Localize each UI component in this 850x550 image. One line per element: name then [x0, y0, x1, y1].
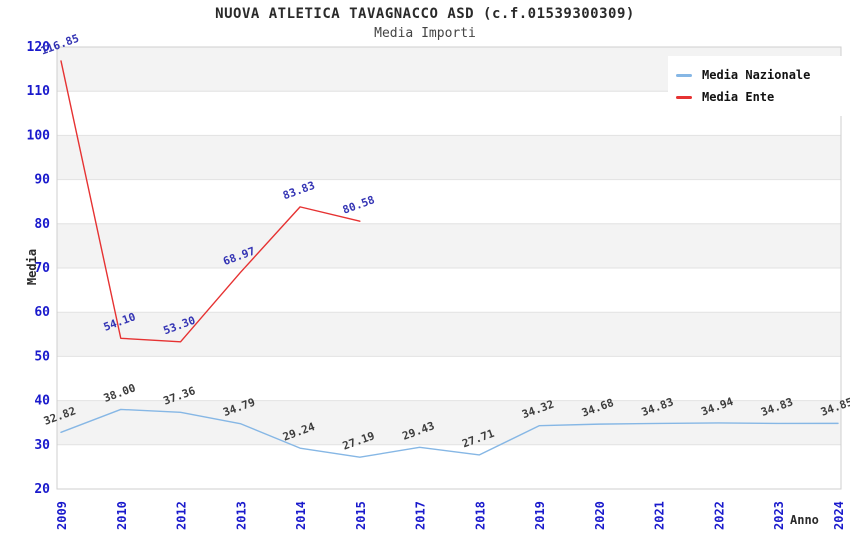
svg-text:120: 120 — [27, 40, 51, 55]
legend-swatch-ente-icon — [676, 95, 692, 99]
chart-subtitle: Media Importi — [374, 26, 476, 41]
chart-legend: Media Nazionale Media Ente — [668, 56, 850, 116]
svg-text:30: 30 — [34, 438, 50, 453]
svg-text:2009: 2009 — [55, 501, 69, 530]
svg-text:2024: 2024 — [832, 501, 846, 530]
svg-text:2012: 2012 — [175, 501, 189, 530]
svg-text:100: 100 — [27, 128, 51, 143]
svg-text:20: 20 — [34, 482, 50, 497]
svg-text:2014: 2014 — [294, 501, 308, 530]
svg-text:80.58: 80.58 — [341, 193, 377, 217]
legend-swatch-nazionale-icon — [676, 73, 692, 77]
legend-item-media-ente[interactable]: Media Ente — [676, 86, 850, 108]
svg-text:2021: 2021 — [653, 501, 667, 530]
x-axis-title: Anno — [790, 513, 819, 527]
legend-label-media-ente: Media Ente — [702, 90, 775, 104]
svg-text:40: 40 — [34, 394, 50, 409]
svg-text:50: 50 — [34, 349, 50, 364]
svg-text:110: 110 — [27, 84, 51, 99]
svg-text:2010: 2010 — [115, 501, 129, 530]
svg-text:2019: 2019 — [533, 501, 547, 530]
svg-text:2022: 2022 — [712, 501, 726, 530]
svg-text:2018: 2018 — [473, 501, 487, 530]
svg-text:80: 80 — [34, 217, 50, 232]
legend-item-media-nazionale[interactable]: Media Nazionale — [676, 64, 850, 86]
svg-text:2013: 2013 — [234, 501, 248, 530]
svg-text:2017: 2017 — [414, 501, 428, 530]
svg-text:2020: 2020 — [593, 501, 607, 530]
svg-text:2023: 2023 — [772, 501, 786, 530]
svg-text:90: 90 — [34, 173, 50, 188]
svg-text:70: 70 — [34, 261, 50, 276]
chart-title: NUOVA ATLETICA TAVAGNACCO ASD (c.f.01539… — [215, 6, 635, 22]
svg-text:83.83: 83.83 — [281, 179, 317, 203]
svg-text:60: 60 — [34, 305, 50, 320]
legend-label-media-nazionale: Media Nazionale — [702, 68, 811, 82]
svg-text:2015: 2015 — [354, 501, 368, 530]
y-axis-title: Media — [25, 248, 39, 286]
